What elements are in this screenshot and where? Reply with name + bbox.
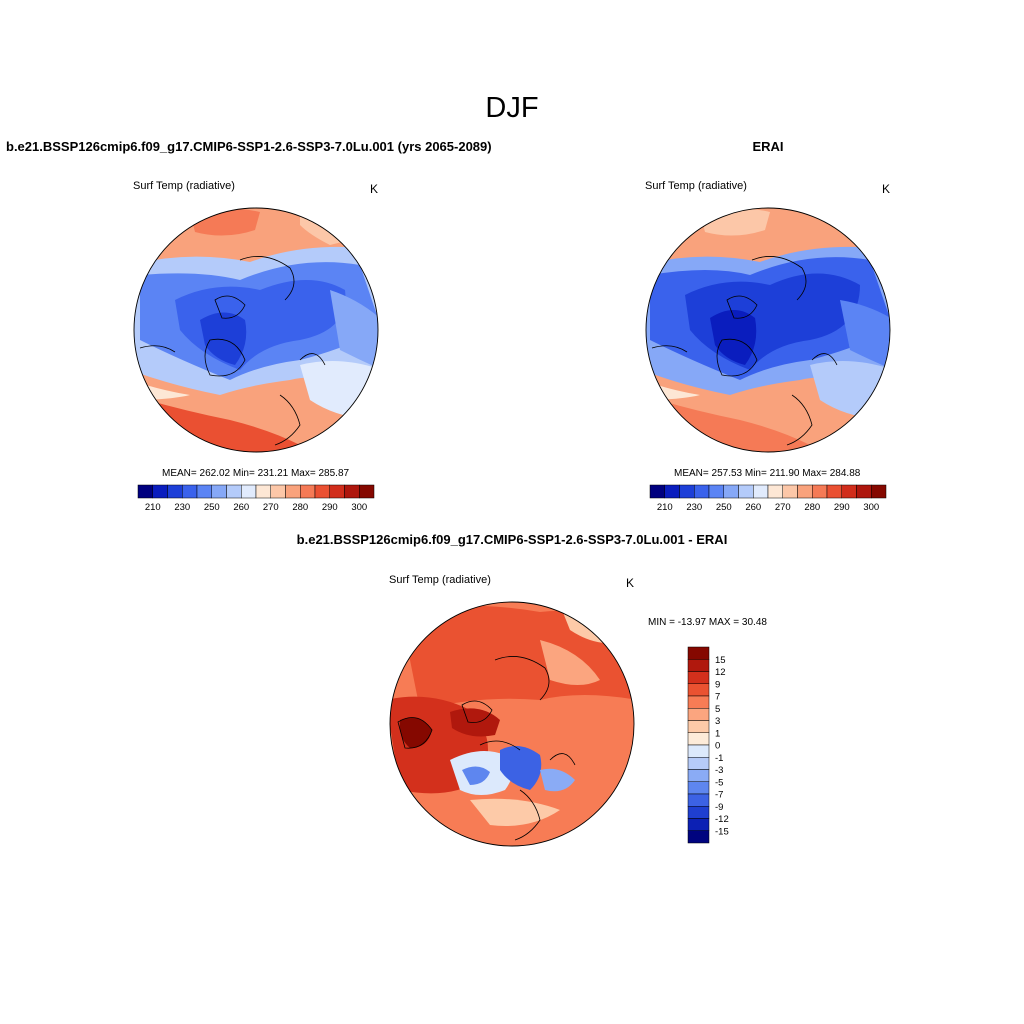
diff-colorbar-swatch <box>687 659 710 672</box>
diff-colorbar-swatch <box>687 683 710 697</box>
left-colorbar-swatch <box>359 484 375 499</box>
diff-colorbar-swatch <box>687 818 710 831</box>
diff-colorbar-swatch <box>687 671 710 684</box>
left-colorbar: 210 230 250 260 270 280 290 300 <box>137 484 375 513</box>
right-colorbar-swatch <box>708 484 724 499</box>
right-polar-map <box>645 207 891 453</box>
left-colorbar-swatch <box>196 484 212 499</box>
left-colorbar-swatch <box>226 484 242 499</box>
diff-variable-label: Surf Temp (radiative) <box>389 574 491 586</box>
right-colorbar-swatch <box>767 484 783 499</box>
right-colorbar-tick-label: 250 <box>716 502 732 513</box>
diff-colorbar-swatch <box>687 806 710 819</box>
diff-units-label: K <box>626 576 635 590</box>
right-colorbar-swatch <box>723 484 739 499</box>
diff-colorbar-tick-label: -9 <box>715 802 723 813</box>
right-colorbar-tick-label: 260 <box>745 502 761 513</box>
left-colorbar-swatch <box>329 484 345 499</box>
diff-colorbar-tick-label: -12 <box>715 814 729 825</box>
diff-colorbar-tick-label: 9 <box>715 679 720 690</box>
left-colorbar-swatch <box>152 484 168 499</box>
left-colorbar-swatch <box>300 484 316 499</box>
diff-colorbar-swatch <box>687 695 710 709</box>
right-colorbar-swatch <box>856 484 872 499</box>
left-colorbar-swatch <box>241 484 257 499</box>
diff-colorbar-swatch <box>687 830 710 844</box>
diff-colorbar-tick-label: 5 <box>715 704 720 715</box>
main-title: DJF <box>485 92 539 124</box>
right-units-label: K <box>882 182 891 196</box>
right-panel-title: ERAI <box>752 139 784 154</box>
left-colorbar-swatch <box>270 484 286 499</box>
left-colorbar-tick-label: 300 <box>351 502 367 513</box>
diff-colorbar-swatch <box>687 769 710 782</box>
diff-colorbar-tick-label: -1 <box>715 753 723 764</box>
right-colorbar-swatch <box>782 484 798 499</box>
diff-colorbar-tick-label: -3 <box>715 765 723 776</box>
left-colorbar-tick-label: 260 <box>233 502 249 513</box>
diff-colorbar-tick-label: 0 <box>715 741 720 752</box>
diff-polar-map <box>389 601 635 847</box>
diff-colorbar-tick-label: -5 <box>715 777 723 788</box>
right-colorbar-swatch <box>871 484 887 499</box>
right-colorbar-tick-label: 290 <box>834 502 850 513</box>
diff-colorbar-tick-label: -7 <box>715 790 723 801</box>
right-colorbar-tick-label: 270 <box>775 502 791 513</box>
left-colorbar-swatch <box>285 484 301 499</box>
left-colorbar-swatch <box>344 484 360 499</box>
left-colorbar-tick-label: 280 <box>292 502 308 513</box>
left-colorbar-tick-label: 210 <box>145 502 161 513</box>
diff-panel-title: b.e21.BSSP126cmip6.f09_g17.CMIP6-SSP1-2.… <box>296 532 728 547</box>
diff-stats: MIN = -13.97 MAX = 30.48 <box>648 617 767 628</box>
right-colorbar-swatch <box>679 484 695 499</box>
right-colorbar-swatch <box>797 484 813 499</box>
right-stats: MEAN= 257.53 Min= 211.90 Max= 284.88 <box>674 468 861 479</box>
diff-colorbar-tick-label: 15 <box>715 655 726 666</box>
diff-colorbar-tick-label: -15 <box>715 826 729 837</box>
left-stats: MEAN= 262.02 Min= 231.21 Max= 285.87 <box>162 468 350 479</box>
right-colorbar-swatch <box>753 484 769 499</box>
right-colorbar-swatch <box>812 484 828 499</box>
diff-colorbar-tick-label: 3 <box>715 716 720 727</box>
right-colorbar-tick-label: 230 <box>686 502 702 513</box>
right-colorbar-swatch <box>664 484 680 499</box>
right-colorbar-tick-label: 280 <box>804 502 820 513</box>
left-polar-map <box>133 207 379 453</box>
diff-colorbar-swatch <box>687 793 710 807</box>
left-colorbar-swatch <box>314 484 330 499</box>
right-variable-label: Surf Temp (radiative) <box>645 180 747 192</box>
right-colorbar-swatch <box>826 484 842 499</box>
diff-colorbar-swatch <box>687 720 710 733</box>
diff-colorbar-swatch <box>687 781 710 795</box>
left-colorbar-swatch <box>255 484 271 499</box>
diff-colorbar-swatch <box>687 757 710 770</box>
right-colorbar-swatch <box>694 484 710 499</box>
left-units-label: K <box>370 182 379 196</box>
left-colorbar-swatch <box>167 484 183 499</box>
left-colorbar-tick-label: 290 <box>322 502 338 513</box>
diff-colorbar-tick-label: 1 <box>715 728 720 739</box>
diff-colorbar-swatch <box>687 708 710 721</box>
left-variable-label: Surf Temp (radiative) <box>133 180 235 192</box>
diff-colorbar-swatch <box>687 744 710 758</box>
right-colorbar-tick-label: 210 <box>657 502 673 513</box>
diff-colorbar-swatch <box>687 732 710 746</box>
right-colorbar-swatch <box>738 484 754 499</box>
right-colorbar-swatch <box>841 484 857 499</box>
left-colorbar-tick-label: 270 <box>263 502 279 513</box>
left-colorbar-swatch <box>211 484 227 499</box>
right-colorbar: 210 230 250 260 270 280 290 300 <box>649 484 887 513</box>
diff-colorbar-swatch <box>687 646 710 660</box>
right-colorbar-tick-label: 300 <box>863 502 879 513</box>
left-colorbar-swatch <box>182 484 198 499</box>
right-colorbar-swatch <box>649 484 665 499</box>
left-colorbar-swatch <box>137 484 153 499</box>
left-panel-title: b.e21.BSSP126cmip6.f09_g17.CMIP6-SSP1-2.… <box>6 139 492 154</box>
diff-colorbar-tick-label: 7 <box>715 692 720 703</box>
left-colorbar-tick-label: 250 <box>204 502 220 513</box>
diff-colorbar-tick-label: 12 <box>715 667 726 678</box>
left-colorbar-tick-label: 230 <box>174 502 190 513</box>
